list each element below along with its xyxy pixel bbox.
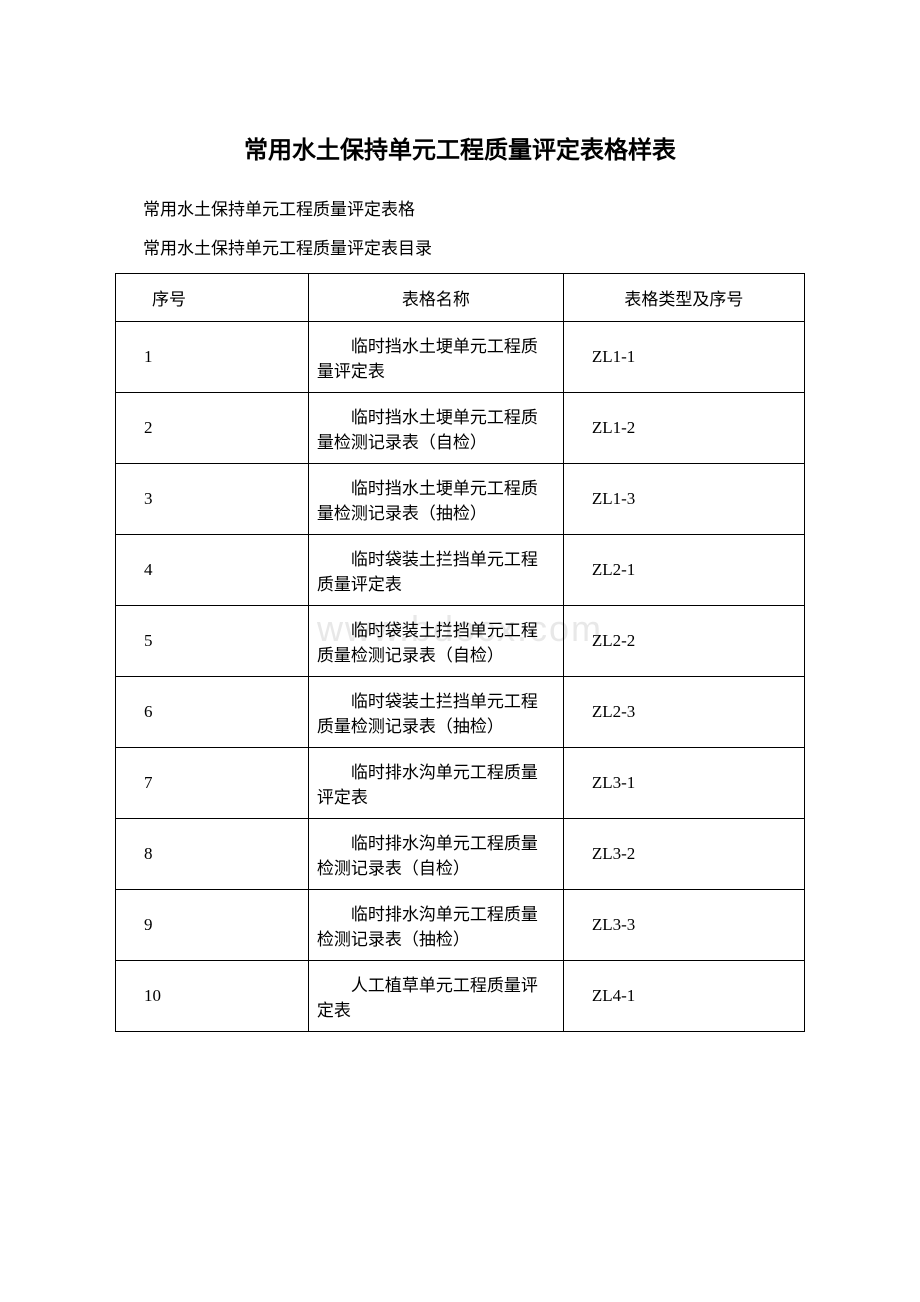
cell-seq: 1 [116,322,309,393]
table-body: 1临时挡水土埂单元工程质量评定表ZL1-12临时挡水土埂单元工程质量检测记录表（… [116,322,805,1032]
cell-seq: 7 [116,748,309,819]
table-row: 6临时袋装土拦挡单元工程质量检测记录表（抽检）ZL2-3 [116,677,805,748]
cell-name: 临时袋装土拦挡单元工程质量检测记录表（自检） [308,606,563,677]
table-row: 4临时袋装土拦挡单元工程质量评定表ZL2-1 [116,535,805,606]
cell-name: 临时袋装土拦挡单元工程质量评定表 [308,535,563,606]
cell-seq: 9 [116,890,309,961]
cell-seq: 10 [116,961,309,1032]
document-content: 常用水土保持单元工程质量评定表格样表 常用水土保持单元工程质量评定表格 常用水土… [115,130,805,1032]
cell-name: 临时袋装土拦挡单元工程质量检测记录表（抽检） [308,677,563,748]
cell-name: 临时排水沟单元工程质量检测记录表（抽检） [308,890,563,961]
cell-type: ZL3-3 [563,890,804,961]
cell-type: ZL1-1 [563,322,804,393]
table-row: 1临时挡水土埂单元工程质量评定表ZL1-1 [116,322,805,393]
cell-seq: 6 [116,677,309,748]
header-name: 表格名称 [308,274,563,322]
cell-type: ZL2-1 [563,535,804,606]
subtitle-line-1: 常用水土保持单元工程质量评定表格 [115,195,805,220]
cell-type: ZL1-3 [563,464,804,535]
cell-seq: 2 [116,393,309,464]
table-row: 7临时排水沟单元工程质量评定表ZL3-1 [116,748,805,819]
table-row: 5临时袋装土拦挡单元工程质量检测记录表（自检）ZL2-2 [116,606,805,677]
cell-seq: 4 [116,535,309,606]
cell-type: ZL3-2 [563,819,804,890]
cell-name: 人工植草单元工程质量评定表 [308,961,563,1032]
cell-name: 临时挡水土埂单元工程质量检测记录表（自检） [308,393,563,464]
cell-name: 临时排水沟单元工程质量检测记录表（自检） [308,819,563,890]
table-header-row: 序号 表格名称 表格类型及序号 [116,274,805,322]
cell-type: ZL2-2 [563,606,804,677]
cell-seq: 8 [116,819,309,890]
cell-seq: 5 [116,606,309,677]
cell-type: ZL1-2 [563,393,804,464]
header-seq: 序号 [116,274,309,322]
cell-seq: 3 [116,464,309,535]
page-title: 常用水土保持单元工程质量评定表格样表 [115,130,805,165]
table-row: 9临时排水沟单元工程质量检测记录表（抽检）ZL3-3 [116,890,805,961]
cell-name: 临时挡水土埂单元工程质量评定表 [308,322,563,393]
header-type: 表格类型及序号 [563,274,804,322]
cell-type: ZL2-3 [563,677,804,748]
subtitle-line-2: 常用水土保持单元工程质量评定表目录 [115,234,805,259]
catalog-table: 序号 表格名称 表格类型及序号 1临时挡水土埂单元工程质量评定表ZL1-12临时… [115,273,805,1032]
table-row: 3临时挡水土埂单元工程质量检测记录表（抽检）ZL1-3 [116,464,805,535]
table-row: 2临时挡水土埂单元工程质量检测记录表（自检）ZL1-2 [116,393,805,464]
cell-name: 临时排水沟单元工程质量评定表 [308,748,563,819]
table-row: 10人工植草单元工程质量评定表ZL4-1 [116,961,805,1032]
cell-type: ZL3-1 [563,748,804,819]
cell-type: ZL4-1 [563,961,804,1032]
table-row: 8临时排水沟单元工程质量检测记录表（自检）ZL3-2 [116,819,805,890]
cell-name: 临时挡水土埂单元工程质量检测记录表（抽检） [308,464,563,535]
